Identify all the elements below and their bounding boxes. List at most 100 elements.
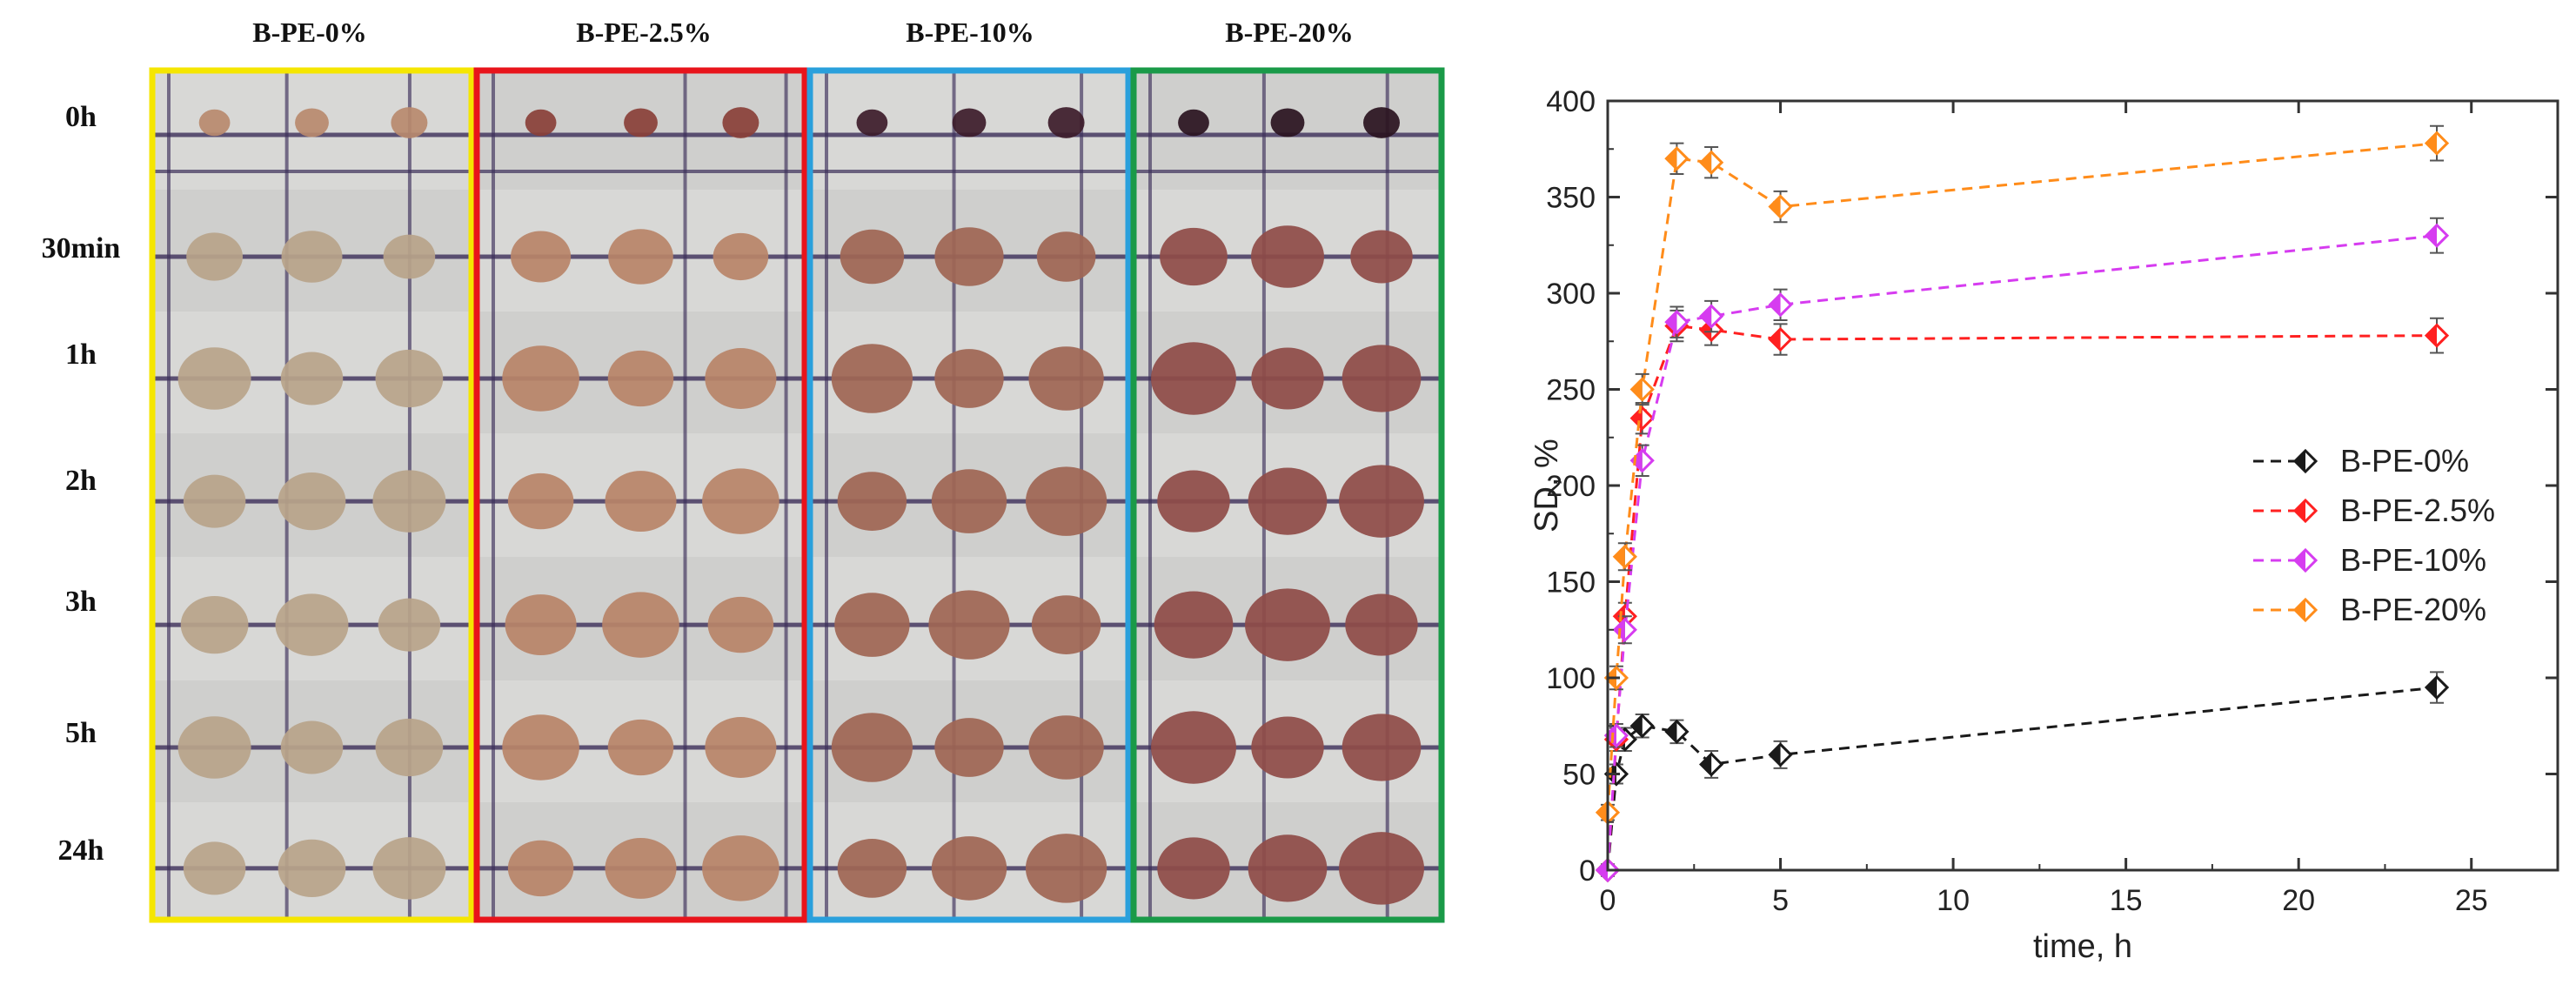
- bead: [375, 349, 444, 408]
- bead: [624, 108, 658, 137]
- sample-frame: [149, 67, 475, 923]
- legend-label: B-PE-2.5%: [2340, 492, 2495, 528]
- bead: [702, 468, 779, 534]
- marker-outline: [2424, 223, 2450, 248]
- marker-outline: [1595, 857, 1621, 883]
- marker-left-half: [1631, 715, 1643, 737]
- marker-right-half: [1616, 763, 1627, 785]
- marker-left-half: [1666, 148, 1677, 170]
- bead: [1251, 347, 1324, 410]
- data-point: [1629, 714, 1655, 739]
- bead: [183, 841, 246, 895]
- marker-outline: [2424, 131, 2450, 156]
- bead: [602, 592, 679, 658]
- marker-left-half: [1701, 151, 1712, 173]
- marker-left-half: [1701, 754, 1712, 775]
- x-tick-label: 0: [1600, 884, 1616, 917]
- bead: [502, 345, 579, 412]
- bead: [180, 595, 249, 654]
- bead: [837, 839, 907, 898]
- marker-left-half: [1770, 294, 1781, 316]
- marker-right-half: [1624, 619, 1636, 640]
- marker-outline: [1629, 714, 1655, 739]
- data-point: [1768, 742, 1793, 767]
- bead: [707, 596, 774, 653]
- marker-outline: [1768, 326, 1793, 352]
- bead: [186, 232, 243, 281]
- marker-right-half: [1780, 744, 1791, 766]
- row-label: 5h: [65, 717, 97, 749]
- swelling-chart: 0 5 10 15 20 25 0 50 100 150 200 250 300 350 400 time, …: [1462, 0, 2576, 985]
- bead: [702, 835, 779, 901]
- series-b-pe-2-5-: [1595, 309, 2450, 883]
- series-line: [1606, 686, 2438, 871]
- row-label: 0h: [65, 101, 97, 133]
- marker-right-half: [1676, 720, 1688, 742]
- data-point: [2424, 323, 2450, 348]
- row-label: 30min: [42, 232, 121, 265]
- data-point: [1664, 310, 1689, 335]
- x-axis-label: time, h: [2033, 928, 2132, 965]
- bead: [934, 718, 1004, 777]
- bead: [952, 108, 987, 137]
- row-label: 2h: [65, 465, 97, 497]
- legend-label: B-PE-10%: [2340, 542, 2486, 578]
- marker-left-half: [1605, 725, 1616, 747]
- bead: [1160, 227, 1228, 286]
- data-point: [1768, 326, 1793, 352]
- legend-label: B-PE-20%: [2340, 592, 2486, 627]
- bead: [934, 227, 1004, 286]
- bead: [177, 716, 251, 779]
- x-tick-label: 5: [1772, 884, 1789, 917]
- y-tick-label: 300: [1546, 278, 1596, 311]
- data-point: [1612, 617, 1637, 642]
- marker-outline: [1768, 194, 1793, 219]
- bead: [605, 837, 677, 899]
- bead: [507, 840, 574, 897]
- marker-outline: [2292, 448, 2318, 474]
- marker-left-half: [1597, 801, 1608, 823]
- x-tick-label: 25: [2455, 884, 2488, 917]
- bead: [505, 594, 577, 656]
- bead: [1363, 107, 1400, 138]
- marker-left-half: [2426, 224, 2438, 246]
- marker-outline: [1699, 304, 1724, 329]
- bead: [183, 474, 246, 528]
- bead: [1350, 230, 1413, 284]
- bead: [1342, 345, 1422, 412]
- marker-outline: [2292, 498, 2318, 524]
- data-point: [1699, 752, 1724, 777]
- marker-right-half: [1780, 294, 1791, 316]
- marker-right-half: [2305, 451, 2316, 472]
- marker-right-half: [1676, 312, 1688, 333]
- bead: [1031, 595, 1101, 654]
- row-label: 1h: [65, 338, 97, 371]
- data-point: [1603, 723, 1629, 748]
- data-point: [2424, 131, 2450, 156]
- bead: [1339, 465, 1424, 538]
- row-label: 3h: [65, 586, 97, 618]
- marker-outline: [1612, 544, 1637, 569]
- data-point: [1699, 304, 1724, 329]
- bead: [713, 232, 769, 281]
- marker-left-half: [2426, 325, 2438, 346]
- bead: [1248, 467, 1328, 535]
- bead: [931, 469, 1007, 533]
- y-axis-label: SD, %: [1529, 439, 1565, 533]
- bead: [705, 717, 777, 778]
- bead: [1157, 470, 1230, 533]
- bead: [383, 234, 436, 279]
- column-header: B-PE-0%: [252, 17, 367, 48]
- series-line: [1606, 234, 2438, 871]
- y-tick-label: 250: [1546, 374, 1596, 407]
- marker-outline: [1603, 665, 1629, 691]
- bead: [608, 229, 673, 285]
- marker-left-half: [1770, 744, 1781, 766]
- marker-left-half: [2426, 132, 2438, 154]
- marker-right-half: [1616, 667, 1627, 688]
- marker-outline: [1612, 617, 1637, 642]
- bead: [372, 470, 446, 533]
- bead: [605, 471, 677, 533]
- data-point: [1768, 194, 1793, 219]
- marker-outline: [1603, 723, 1629, 748]
